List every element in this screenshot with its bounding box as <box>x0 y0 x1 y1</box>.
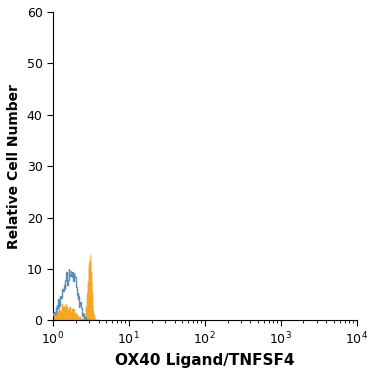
Bar <box>69 308 70 321</box>
Bar <box>40 316 42 321</box>
Bar <box>34 319 36 321</box>
Bar <box>42 317 43 321</box>
Bar <box>63 307 64 321</box>
Bar <box>74 313 75 321</box>
X-axis label: OX40 Ligand/TNFSF4: OX40 Ligand/TNFSF4 <box>115 353 294 368</box>
Bar <box>39 319 40 321</box>
Bar <box>54 313 55 321</box>
Bar <box>52 313 53 321</box>
Bar <box>84 318 85 321</box>
Bar <box>46 314 47 321</box>
Bar <box>76 313 77 321</box>
Bar <box>64 308 65 321</box>
Bar <box>58 312 59 321</box>
Bar <box>48 314 50 321</box>
Bar <box>66 304 67 321</box>
Bar <box>81 319 82 321</box>
Bar <box>26 319 28 321</box>
Bar <box>43 318 45 321</box>
Bar <box>23 319 26 321</box>
Bar <box>67 306 68 321</box>
Bar <box>77 315 78 321</box>
Bar <box>73 315 74 321</box>
Bar <box>45 316 46 321</box>
Bar <box>83 320 84 321</box>
Bar <box>70 308 71 321</box>
Bar <box>79 317 80 321</box>
Bar <box>57 309 58 321</box>
Bar <box>20 320 23 321</box>
Bar <box>55 313 56 321</box>
Bar <box>28 320 30 321</box>
Bar <box>11 319 14 321</box>
Bar <box>53 314 54 321</box>
Bar <box>65 308 66 321</box>
Y-axis label: Relative Cell Number: Relative Cell Number <box>7 84 21 249</box>
Bar <box>62 304 63 321</box>
Bar <box>47 314 48 321</box>
Bar <box>82 319 83 321</box>
Bar <box>51 314 52 321</box>
Bar <box>18 320 20 321</box>
Bar <box>78 317 79 321</box>
Bar <box>32 319 34 321</box>
Bar <box>36 319 37 321</box>
Bar <box>30 319 32 321</box>
Bar <box>59 306 60 321</box>
Bar <box>71 313 72 321</box>
Bar <box>72 309 73 321</box>
Bar <box>50 313 51 321</box>
Bar <box>85 317 86 321</box>
Bar <box>37 318 39 321</box>
Bar <box>68 310 69 321</box>
Bar <box>60 310 61 321</box>
Bar <box>61 312 62 321</box>
Bar <box>75 312 76 321</box>
Bar <box>80 317 81 321</box>
Bar <box>56 308 57 321</box>
